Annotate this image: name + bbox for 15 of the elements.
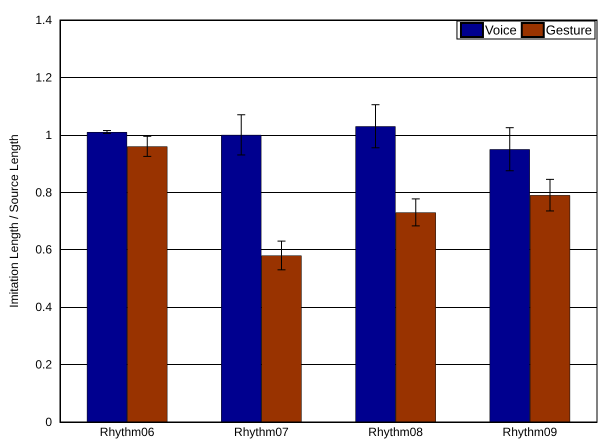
y-tick-label: 0.4 bbox=[35, 300, 52, 314]
y-tick-label: 1.4 bbox=[35, 13, 52, 27]
legend-label: Voice bbox=[484, 22, 517, 38]
x-tick-label: Rhythm07 bbox=[234, 425, 290, 439]
y-tick-label: 0.8 bbox=[35, 185, 52, 200]
legend-label: Gesture bbox=[546, 22, 592, 38]
y-tick-label: 1.2 bbox=[35, 70, 52, 84]
y-axis-title: Imitation Length / Source Length bbox=[7, 134, 21, 308]
x-tick-label: Rhythm08 bbox=[368, 425, 424, 439]
y-tick-label: 1 bbox=[45, 128, 52, 142]
y-tick-label: 0.2 bbox=[35, 358, 52, 372]
x-tick-label: Rhythm06 bbox=[100, 425, 155, 439]
y-tick-label: 0 bbox=[45, 415, 52, 429]
y-tick-label: 0.6 bbox=[35, 242, 52, 257]
x-tick-label: Rhythm09 bbox=[502, 425, 558, 439]
